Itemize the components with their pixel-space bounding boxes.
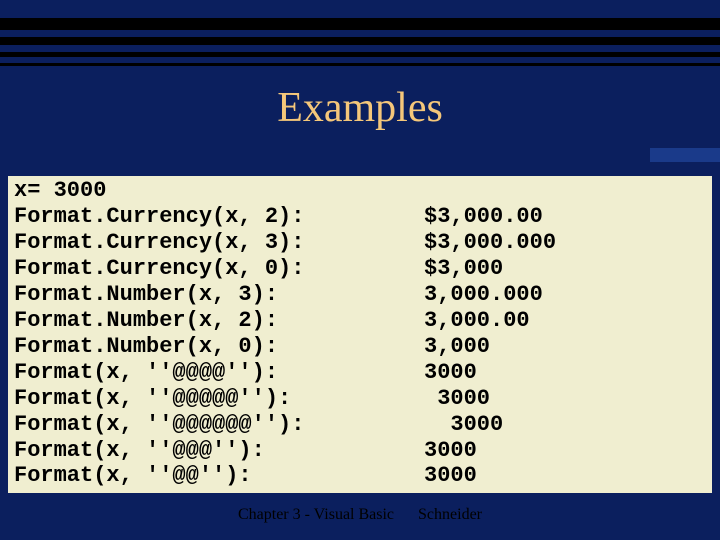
code-result: $3,000.000	[424, 230, 706, 256]
code-row: Format.Currency(x, 2): $3,000.00	[14, 204, 706, 230]
code-call: Format.Number(x, 0):	[14, 334, 424, 360]
code-result: 3,000	[424, 334, 706, 360]
code-row: Format.Number(x, 0): 3,000	[14, 334, 706, 360]
decor-accent	[650, 148, 720, 162]
decor-stripe	[0, 52, 720, 57]
code-row: Format(x, ''@@@@@@''): 3000	[14, 412, 706, 438]
decor-stripe	[0, 37, 720, 45]
code-row: Format(x, ''@@@''): 3000	[14, 438, 706, 464]
code-row: Format.Currency(x, 3): $3,000.000	[14, 230, 706, 256]
slide-footer: Chapter 3 - Visual Basic Schneider	[0, 506, 720, 524]
footer-chapter: Chapter 3 - Visual Basic	[238, 506, 394, 523]
code-result: 3000	[424, 386, 706, 412]
code-call: Format(x, ''@@@@@@''):	[14, 412, 424, 438]
code-row: Format(x, ''@@''): 3000	[14, 463, 706, 489]
code-row: Format.Number(x, 3): 3,000.000	[14, 282, 706, 308]
code-result: 3000	[424, 360, 706, 386]
code-header: x= 3000	[14, 178, 424, 204]
code-block: x= 3000 Format.Currency(x, 2): $3,000.00…	[8, 176, 712, 493]
code-call: Format.Number(x, 2):	[14, 308, 424, 334]
code-call: Format.Currency(x, 0):	[14, 256, 424, 282]
code-result: 3000	[424, 438, 706, 464]
code-result: 3,000.00	[424, 308, 706, 334]
code-row: Format(x, ''@@@@''): 3000	[14, 360, 706, 386]
code-call: Format(x, ''@@@''):	[14, 438, 424, 464]
code-header-row: x= 3000	[14, 178, 706, 204]
code-row: Format.Number(x, 2): 3,000.00	[14, 308, 706, 334]
code-row: Format(x, ''@@@@@''): 3000	[14, 386, 706, 412]
code-result: $3,000	[424, 256, 706, 282]
code-result: 3,000.000	[424, 282, 706, 308]
code-call: Format(x, ''@@@@''):	[14, 360, 424, 386]
code-result: 3000	[424, 463, 706, 489]
code-call: Format(x, ''@@@@@''):	[14, 386, 424, 412]
code-call: Format.Number(x, 3):	[14, 282, 424, 308]
code-header-right	[424, 178, 706, 204]
decor-stripe	[0, 63, 720, 66]
code-call: Format.Currency(x, 3):	[14, 230, 424, 256]
code-result: $3,000.00	[424, 204, 706, 230]
code-call: Format.Currency(x, 2):	[14, 204, 424, 230]
slide-title: Examples	[0, 84, 720, 132]
code-call: Format(x, ''@@''):	[14, 463, 424, 489]
code-row: Format.Currency(x, 0): $3,000	[14, 256, 706, 282]
footer-author: Schneider	[418, 506, 482, 523]
code-result: 3000	[424, 412, 706, 438]
decor-stripe	[0, 18, 720, 30]
